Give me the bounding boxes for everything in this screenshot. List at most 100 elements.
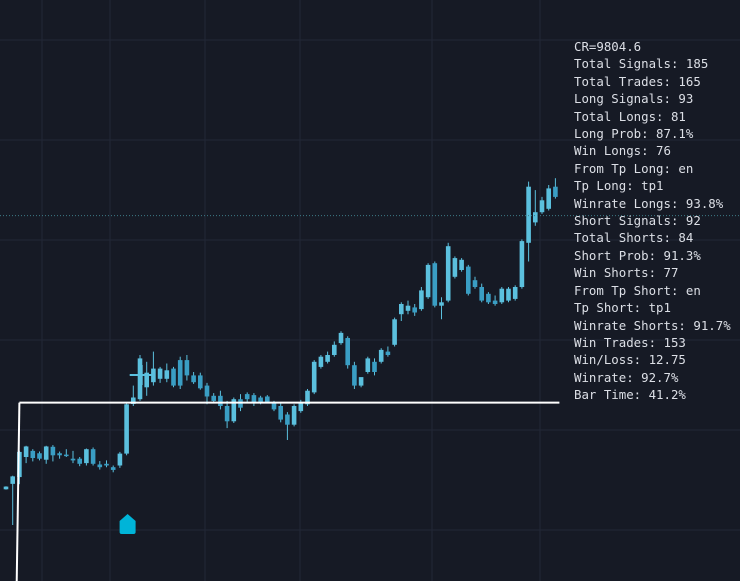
candle-body bbox=[546, 188, 551, 209]
candle-body bbox=[70, 458, 76, 461]
candle-body bbox=[318, 356, 324, 367]
stat-line: Winrate Shorts: 91.7% bbox=[574, 317, 731, 333]
candle-body bbox=[144, 372, 149, 388]
candle-body bbox=[198, 375, 203, 389]
candle-body bbox=[553, 186, 558, 197]
stat-line: Short Signals: 92 bbox=[574, 213, 701, 229]
candle-body bbox=[499, 288, 505, 303]
candle-body bbox=[419, 290, 424, 310]
candle-body bbox=[459, 259, 464, 270]
candle-body bbox=[305, 390, 310, 405]
candle-body bbox=[211, 395, 216, 401]
candle-body bbox=[372, 361, 377, 372]
candle-body bbox=[164, 370, 170, 379]
candle-body bbox=[57, 453, 62, 456]
stat-line: Bar Time: 41.2% bbox=[574, 387, 686, 403]
candle-body bbox=[265, 396, 270, 402]
candle-body bbox=[90, 449, 96, 464]
stat-line: Win Shorts: 77 bbox=[574, 265, 679, 281]
candle-body bbox=[405, 305, 411, 311]
candle-body bbox=[445, 246, 451, 301]
stat-line: From Tp Short: en bbox=[574, 282, 701, 298]
candle-body bbox=[43, 446, 49, 460]
crosshair-marker-icon bbox=[129, 365, 154, 385]
candle-body bbox=[251, 395, 257, 404]
candle-body bbox=[378, 349, 384, 362]
stat-line: Win/Loss: 12.75 bbox=[574, 352, 686, 368]
candle-body bbox=[224, 406, 230, 422]
candle-body bbox=[110, 467, 116, 470]
candle-body bbox=[358, 377, 364, 386]
stat-line: Long Prob: 87.1% bbox=[574, 126, 694, 142]
candle-body bbox=[486, 293, 491, 303]
candle-body bbox=[452, 258, 458, 277]
candle-body bbox=[512, 287, 518, 299]
candle-body bbox=[137, 358, 143, 400]
candle-body bbox=[244, 394, 250, 400]
candle-body bbox=[399, 304, 404, 315]
candle-body bbox=[184, 360, 190, 376]
candle-body bbox=[439, 302, 444, 306]
candle-body bbox=[298, 401, 304, 412]
candle-body bbox=[131, 397, 136, 404]
candle-body bbox=[385, 351, 391, 355]
candle-body bbox=[117, 453, 123, 466]
stat-line: Win Trades: 153 bbox=[574, 334, 686, 350]
candle-body bbox=[84, 449, 89, 464]
stat-line: Winrate Longs: 93.8% bbox=[574, 195, 724, 211]
stat-line: Long Signals: 93 bbox=[574, 91, 694, 107]
candle-body bbox=[291, 406, 297, 425]
long-signal-marker-icon[interactable] bbox=[119, 514, 136, 534]
candlestick-series bbox=[3, 178, 558, 525]
strategy-stats-panel: CR=9804.6 Total Signals: 185 Total Trades:… bbox=[574, 38, 731, 404]
stat-line: Winrate: 92.7% bbox=[574, 369, 679, 385]
candle-body bbox=[325, 355, 330, 362]
candle-body bbox=[432, 263, 438, 306]
stat-line: Tp Long: tp1 bbox=[574, 178, 664, 194]
candle-body bbox=[311, 361, 317, 393]
candle-body bbox=[30, 450, 36, 459]
candle-body bbox=[472, 280, 478, 287]
candle-body bbox=[23, 446, 29, 457]
candle-body bbox=[258, 397, 263, 404]
candle-body bbox=[177, 360, 183, 386]
candle-body bbox=[338, 332, 344, 344]
candle-body bbox=[64, 454, 69, 457]
candle-body bbox=[352, 365, 357, 386]
candle-body bbox=[345, 338, 350, 366]
candle-body bbox=[50, 446, 56, 456]
stat-line: Total Trades: 165 bbox=[574, 73, 701, 89]
level-line-start bbox=[15, 402, 21, 581]
candle-body bbox=[10, 476, 15, 484]
stat-line: Total Shorts: 84 bbox=[574, 230, 694, 246]
candle-body bbox=[191, 375, 196, 383]
candle-body bbox=[3, 486, 9, 490]
candle-body bbox=[533, 212, 538, 223]
candle-body bbox=[104, 463, 109, 466]
candle-body bbox=[412, 307, 417, 313]
candle-body bbox=[157, 368, 163, 379]
stat-line: Short Prob: 91.3% bbox=[574, 247, 701, 263]
candle-body bbox=[271, 403, 277, 410]
candle-body bbox=[171, 368, 176, 386]
candle-body bbox=[519, 241, 525, 287]
candle-body bbox=[466, 266, 471, 294]
candle-body bbox=[278, 406, 283, 420]
candle-body bbox=[77, 458, 82, 464]
stat-line: Tp Short: tp1 bbox=[574, 300, 671, 316]
candle-body bbox=[425, 264, 431, 298]
candle-body bbox=[332, 344, 337, 355]
stat-line: CR=9804.6 bbox=[574, 39, 642, 54]
candle-body bbox=[231, 399, 237, 422]
stat-line: Total Signals: 185 bbox=[574, 56, 709, 72]
candle-body bbox=[392, 319, 397, 345]
candle-body bbox=[97, 464, 103, 468]
stat-line: Total Longs: 81 bbox=[574, 108, 686, 124]
candle-body bbox=[365, 358, 371, 372]
candle-body bbox=[124, 404, 129, 454]
candle-body bbox=[204, 385, 210, 397]
candle-body bbox=[479, 287, 484, 301]
